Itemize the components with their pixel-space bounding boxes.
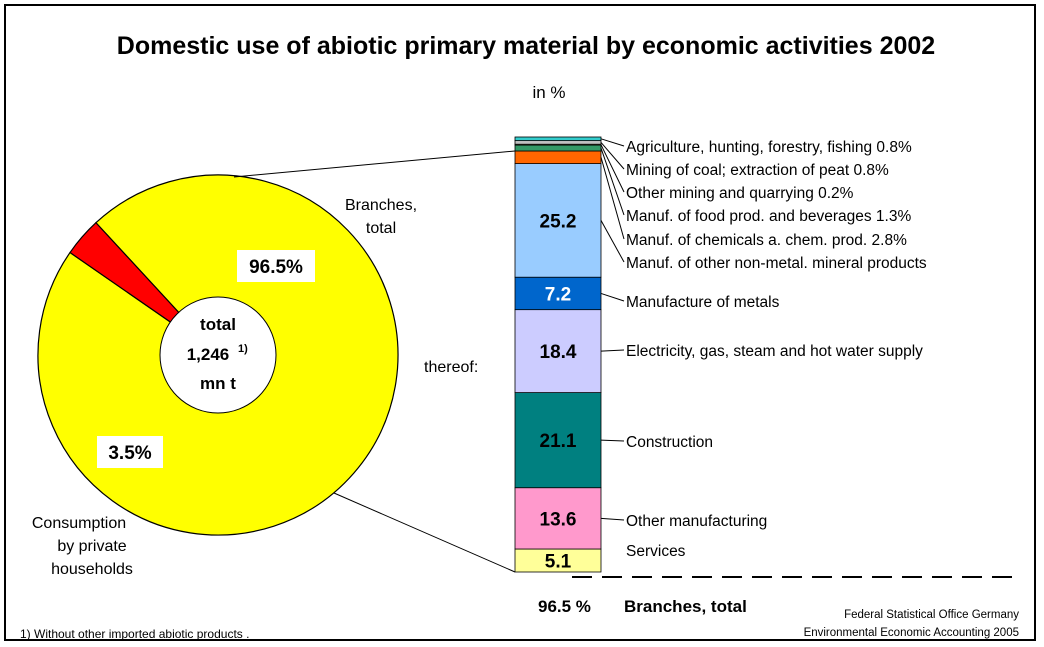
leader-line-electricity: [600, 349, 625, 352]
thereof-label: thereof:: [424, 359, 478, 376]
bar-category-label-construction: Construction: [626, 434, 713, 451]
leader-line-metals: [600, 292, 625, 302]
bar-segment-coal: [514, 140, 602, 145]
bar-category-label-coal: Mining of coal; extraction of peat 0.8%: [626, 162, 889, 179]
bar-category-label-non_metal: Manuf. of other non-metal. mineral produ…: [626, 255, 927, 272]
pie-data-label-branches-box: [237, 250, 315, 282]
pie-data-label-branches: 96.5%: [249, 257, 303, 278]
leader-line-chemicals: [600, 157, 625, 240]
bar-segment-construction: [514, 392, 602, 489]
leader-line-coal: [600, 142, 625, 170]
bar-category-label-metals: Manufacture of metals: [626, 294, 780, 311]
connector-lines: [233, 150, 516, 573]
bar-data-label-other_manufacturing: 13.6: [540, 509, 577, 530]
pie-category-label-households: by private: [57, 538, 126, 555]
pie-category-label-households: households: [51, 561, 133, 578]
bar-category-label-other_manufacturing: Other manufacturing: [626, 513, 767, 530]
stacked-bar: 5.1 13.6 21.1 18.4 7.2 25.2 Services Other manu…: [514, 136, 927, 573]
leader-line-other_manufacturing: [600, 517, 625, 521]
bar-segment-food: [514, 144, 602, 152]
chart-title: Domestic use of abiotic primary material…: [117, 32, 935, 60]
bar-category-label-electricity: Electricity, gas, steam and hot water su…: [626, 343, 923, 360]
leader-line-agriculture: [600, 138, 625, 147]
pie-category-label-households: Consumption: [32, 515, 126, 532]
leader-line-non_metal: [600, 220, 625, 263]
bar-data-label-services: 5.1: [545, 552, 572, 573]
pie-center-circle: [159, 296, 277, 414]
bar-segment-electricity: [514, 309, 602, 393]
branches-total-footer-value: 96.5 %: [538, 597, 591, 616]
pie-data-label-households-box: [97, 436, 163, 468]
connector-line-bottom: [333, 492, 516, 573]
center-label-line1: total: [200, 315, 236, 334]
bar-category-label-food: Manuf. of food prod. and beverages 1.3%: [626, 208, 911, 225]
bar-data-label-metals: 7.2: [545, 284, 571, 305]
bar-data-label-non_metal: 25.2: [540, 211, 577, 232]
connector-line-top: [233, 150, 516, 178]
chart-subtitle: in %: [532, 83, 565, 102]
center-label-line3: mn t: [200, 374, 236, 393]
bar-data-label-construction: 21.1: [540, 431, 577, 452]
leader-line-construction: [600, 439, 625, 442]
pie-category-label-branches: Branches,: [345, 197, 417, 214]
bar-category-label-agriculture: Agriculture, hunting, forestry, fishing …: [626, 139, 912, 156]
bar-category-label-services: Services: [626, 543, 686, 560]
source-line2: Environmental Economic Accounting 2005: [804, 627, 1019, 639]
bar-segment-chemicals: [514, 150, 602, 164]
bar-category-label-other_mining: Other mining and quarrying 0.2%: [626, 185, 854, 202]
branches-total-footer-label: Branches, total: [624, 597, 747, 616]
bar-segment-other_manufacturing: [514, 487, 602, 550]
bar-category-label-chemicals: Manuf. of chemicals a. chem. prod. 2.8%: [626, 232, 907, 249]
leader-line-food: [600, 147, 625, 216]
pie-category-label-branches: total: [366, 220, 396, 237]
leader-line-other_mining: [600, 144, 625, 193]
source-line1: Federal Statistical Office Germany: [844, 609, 1019, 621]
pie-data-label-households: 3.5%: [108, 443, 151, 464]
bar-data-label-electricity: 18.4: [540, 342, 577, 363]
bar-segment-agriculture: [514, 136, 602, 142]
footnote: 1) Without other imported abiotic produc…: [20, 627, 249, 641]
center-label-footnote-mark: 1): [238, 343, 248, 355]
center-label-line2: 1,246: [187, 345, 230, 364]
